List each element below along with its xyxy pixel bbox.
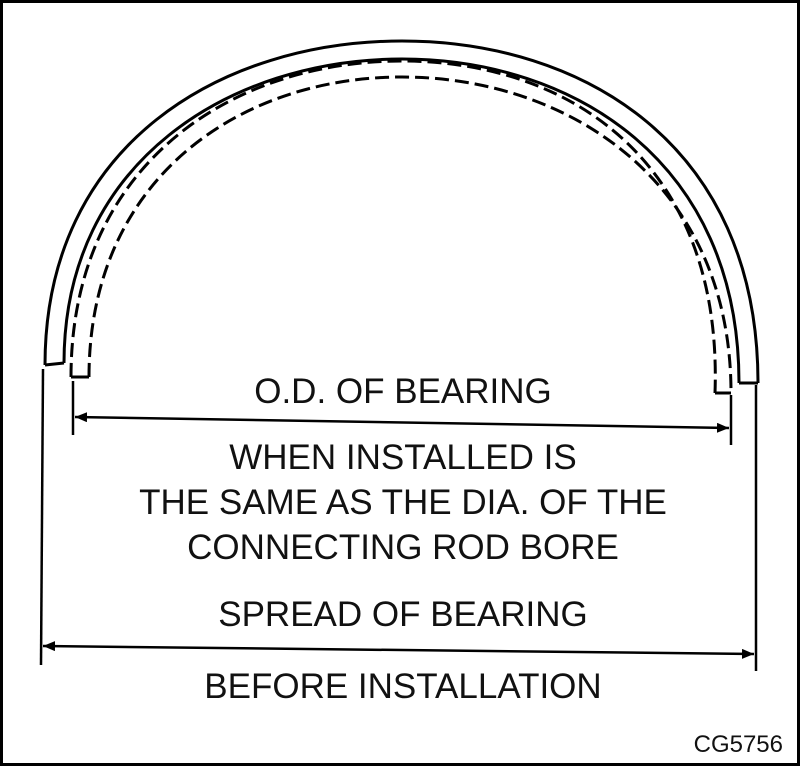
bearing-diagram xyxy=(39,39,760,671)
od-label: O.D. OF BEARING xyxy=(254,372,552,411)
spread-dimension-arrow xyxy=(42,641,755,659)
spread-label: SPREAD OF BEARING xyxy=(218,595,588,634)
od-dimension-arrow xyxy=(74,412,730,433)
shell-left-end xyxy=(44,361,65,367)
extension-lines xyxy=(39,368,758,671)
when-installed-line-2: THE SAME AS THE DIA. OF THE xyxy=(139,483,667,522)
bearing-installed-outline xyxy=(69,59,733,394)
bearing-shell-spread xyxy=(43,39,760,385)
shell-outer-arc xyxy=(43,39,760,384)
installed-ends xyxy=(71,375,731,395)
shell-inner-arc xyxy=(62,57,741,384)
spread-left-extension xyxy=(39,368,45,666)
when-installed-line-3: CONNECTING ROD BORE xyxy=(187,528,619,567)
before-installation-label: BEFORE INSTALLATION xyxy=(204,667,602,706)
figure-code: CG5756 xyxy=(693,731,783,758)
installed-inner-arc xyxy=(87,75,733,394)
when-installed-line-1: WHEN INSTALLED IS xyxy=(229,438,577,477)
